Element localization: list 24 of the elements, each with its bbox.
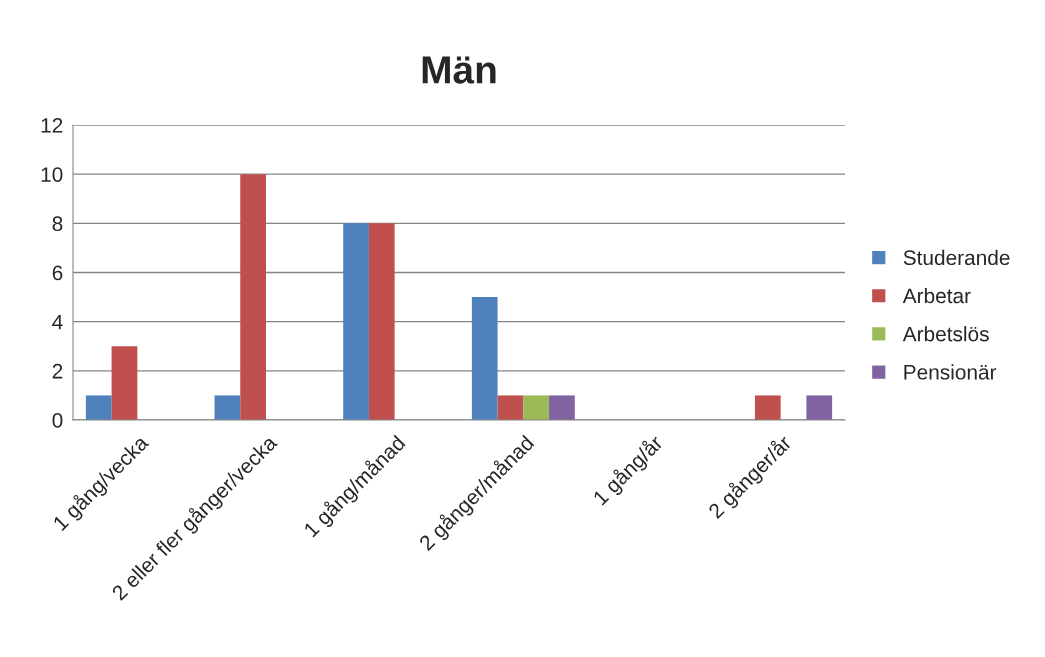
bar [549,395,575,420]
legend-label: Arbetslös [902,326,989,342]
bar [471,297,498,420]
bar [343,223,369,420]
legend-label: Studerande [903,249,1010,266]
chart-title: Män [422,56,496,84]
y-tick-label: 10 [41,167,63,182]
bar [240,174,266,420]
bar [523,395,550,420]
legend-label: Pensionär [904,364,997,380]
y-tick-label: 8 [52,216,63,232]
bar [806,395,833,420]
legend-label: Arbetar [902,287,971,304]
y-tick-label: 4 [52,314,63,330]
y-tick-label: 2 [52,363,63,379]
bar [497,395,524,420]
y-tick-label: 0 [52,413,63,428]
bar [85,395,112,420]
bar [754,395,781,420]
bar [214,395,241,420]
bar [368,223,395,420]
bar [111,346,138,420]
y-tick-label: 6 [52,265,63,281]
y-tick-label: 12 [41,118,63,133]
